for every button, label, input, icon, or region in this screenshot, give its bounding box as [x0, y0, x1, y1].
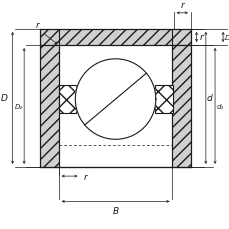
Bar [40, 46, 58, 167]
Text: D₁: D₁ [224, 35, 229, 41]
Text: r: r [180, 1, 183, 10]
Text: r: r [84, 172, 87, 181]
Bar [40, 30, 190, 46]
Text: B: B [112, 206, 118, 215]
Bar [58, 86, 76, 113]
Bar [172, 46, 190, 167]
Text: d₁: d₁ [215, 104, 223, 109]
Text: D: D [0, 94, 7, 103]
Text: r: r [199, 33, 203, 42]
Text: D₂: D₂ [15, 104, 23, 109]
Bar [155, 86, 172, 113]
Text: d: d [206, 94, 212, 103]
Polygon shape [75, 60, 155, 140]
Text: r: r [36, 21, 40, 30]
